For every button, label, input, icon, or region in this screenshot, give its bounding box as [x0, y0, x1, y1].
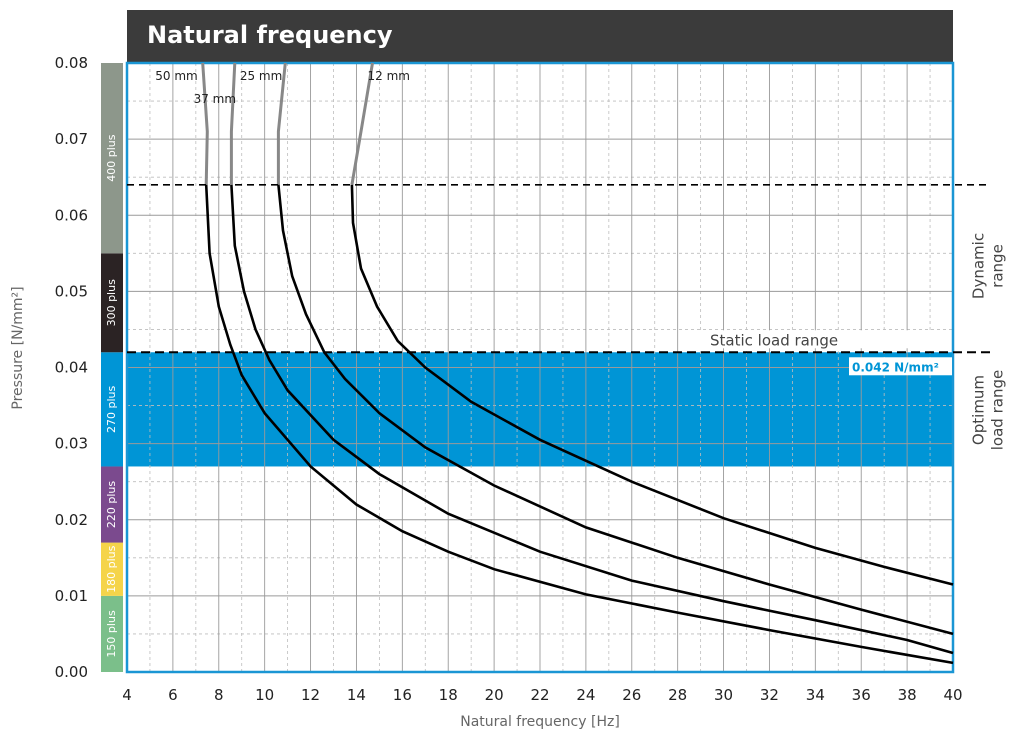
x-tick-label: 14	[347, 686, 366, 704]
material-band-label: 270 plus	[105, 385, 118, 433]
x-tick-label: 26	[622, 686, 641, 704]
x-tick-label: 4	[122, 686, 132, 704]
x-tick-label: 20	[485, 686, 504, 704]
y-tick-label: 0.07	[55, 130, 88, 148]
x-tick-label: 28	[668, 686, 687, 704]
title-bar: Natural frequency	[127, 10, 953, 63]
value-label-bg	[849, 357, 952, 376]
curve-label: 12 mm	[368, 69, 410, 83]
y-tick-label: 0.05	[55, 282, 88, 300]
y-tick-label: 0.04	[55, 359, 88, 377]
x-tick-label: 32	[760, 686, 779, 704]
static-load-value: 0.042 N/mm²	[852, 360, 939, 374]
material-band	[101, 352, 123, 467]
curve-line	[230, 184, 954, 655]
material-band-label: 300 plus	[105, 279, 118, 327]
x-tick-label: 22	[530, 686, 549, 704]
x-axis-title: Natural frequency [Hz]	[460, 714, 620, 730]
material-band	[101, 253, 123, 353]
plot-border	[125, 61, 955, 674]
static-load-label: Static load range	[710, 331, 838, 349]
y-tick-label: 0.00	[55, 663, 88, 681]
dynamic-range-label-line: Dynamic	[970, 233, 988, 299]
curve-upper	[201, 62, 209, 185]
x-tick-label: 36	[852, 686, 871, 704]
material-band	[101, 466, 123, 543]
y-axis-title: Pressure [N/mm²]	[10, 286, 26, 409]
optimum-load-label-line: load range	[989, 370, 1007, 450]
curve-label: 50 mm	[155, 69, 197, 83]
chart-title: Natural frequency	[147, 21, 393, 49]
material-band-label: 180 plus	[105, 545, 118, 593]
y-tick-label: 0.02	[55, 511, 88, 529]
curve-label: 37 mm	[194, 92, 236, 106]
curve-line	[350, 184, 954, 586]
dynamic-range-label-line: range	[989, 244, 1007, 288]
x-tick-label: 34	[806, 686, 825, 704]
x-tick-label: 40	[943, 686, 962, 704]
optimum-load-label-line: Optimum	[970, 375, 988, 445]
material-band	[101, 63, 123, 254]
y-tick-label: 0.06	[55, 206, 88, 224]
x-tick-label: 16	[393, 686, 412, 704]
curve-upper	[350, 62, 374, 186]
x-tick-label: 38	[898, 686, 917, 704]
x-tick-label: 6	[168, 686, 178, 704]
material-band-label: 220 plus	[105, 481, 118, 529]
y-tick-label: 0.01	[55, 587, 88, 605]
curve-upper	[229, 62, 237, 185]
x-tick-label: 8	[214, 686, 224, 704]
y-tick-label: 0.03	[55, 435, 88, 453]
x-tick-label: 24	[576, 686, 595, 704]
material-band	[101, 595, 123, 672]
optimum-load-label: Optimum load range	[970, 370, 1007, 450]
x-tick-label: 10	[255, 686, 274, 704]
curve-line	[277, 184, 954, 636]
curve-upper	[276, 62, 287, 185]
material-band-label: 400 plus	[105, 134, 118, 182]
curve-line	[204, 184, 954, 665]
x-tick-label: 18	[439, 686, 458, 704]
dynamic-range-label: Dynamic range	[970, 233, 1007, 299]
x-tick-label: 12	[301, 686, 320, 704]
material-band	[101, 542, 123, 596]
x-tick-label: 30	[714, 686, 733, 704]
static-label-bg	[700, 330, 948, 349]
material-band-label: 150 plus	[105, 610, 118, 658]
curve-label: 25 mm	[240, 69, 282, 83]
y-tick-label: 0.08	[55, 54, 88, 72]
